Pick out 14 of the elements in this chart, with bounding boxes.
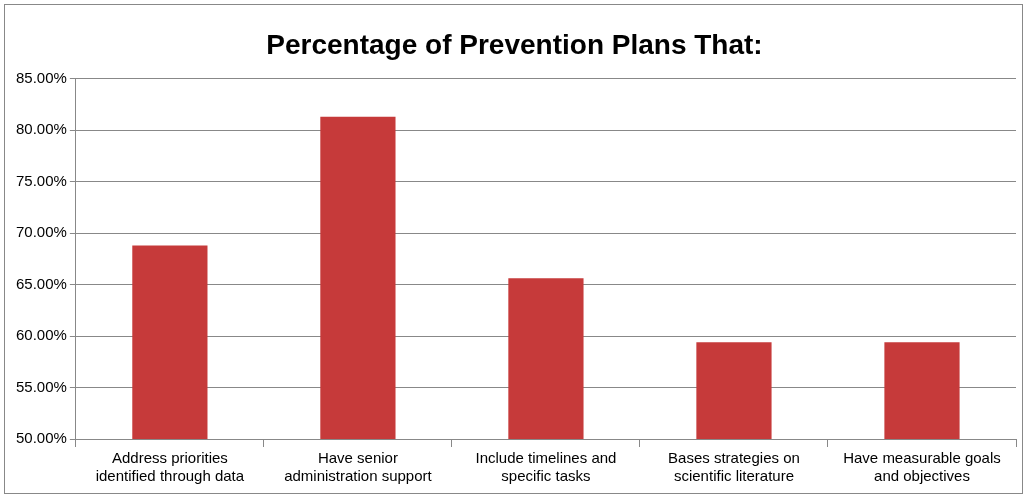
y-tick-label: 70.00%: [16, 223, 67, 241]
y-tick-label: 50.00%: [16, 429, 67, 447]
y-tick-label: 60.00%: [16, 326, 67, 344]
y-tick-label: 80.00%: [16, 120, 67, 138]
y-tick-label: 85.00%: [16, 68, 67, 86]
y-tick-label: 65.00%: [16, 274, 67, 292]
y-tick-label: 55.00%: [16, 377, 67, 395]
x-tick-label: Have measurable goals and objectives: [843, 449, 1001, 485]
chart-title: Percentage of Prevention Plans That:: [266, 28, 763, 60]
x-tick-label: Address priorities identified through data: [95, 449, 245, 485]
y-tick-label: 75.00%: [16, 171, 67, 189]
x-tick-label: Bases strategies on scientific literature: [668, 449, 800, 485]
x-tick-label: Include timelines and specific tasks: [475, 449, 617, 485]
x-tick-label: Have senior administration support: [284, 449, 433, 485]
